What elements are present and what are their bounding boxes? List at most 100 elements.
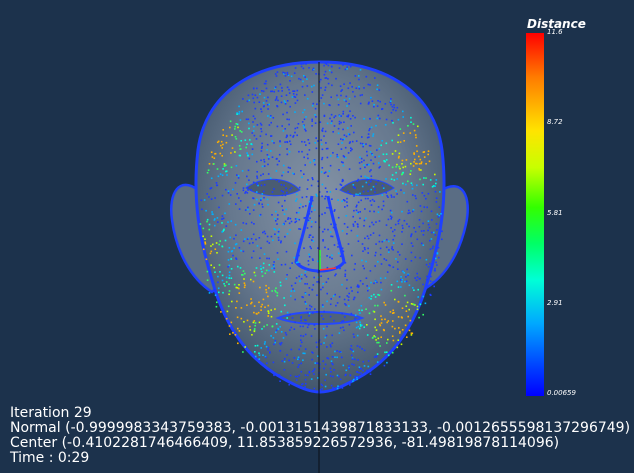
- distance-point: [315, 341, 318, 344]
- distance-point: [316, 281, 318, 283]
- distance-point: [342, 64, 344, 66]
- distance-point: [362, 250, 364, 252]
- distance-point: [262, 231, 264, 234]
- distance-point: [423, 206, 426, 208]
- distance-point: [390, 194, 393, 197]
- distance-point: [355, 209, 358, 212]
- distance-point: [210, 245, 212, 247]
- distance-point: [281, 194, 284, 197]
- distance-point: [230, 268, 233, 270]
- distance-point: [367, 237, 370, 240]
- distance-point: [359, 167, 362, 170]
- distance-point: [267, 115, 269, 117]
- distance-point: [276, 252, 279, 254]
- distance-point: [208, 292, 211, 294]
- distance-point: [392, 266, 395, 268]
- distance-point: [367, 247, 369, 250]
- distance-point: [317, 140, 319, 142]
- distance-point: [261, 275, 264, 277]
- distance-point: [277, 239, 280, 241]
- distance-point: [429, 179, 432, 181]
- distance-point: [297, 123, 300, 125]
- distance-point: [357, 201, 360, 204]
- distance-point: [435, 182, 437, 185]
- distance-point: [368, 296, 371, 299]
- distance-point: [326, 191, 328, 193]
- distance-point: [374, 296, 377, 298]
- distance-point: [372, 185, 375, 188]
- distance-point: [307, 324, 310, 326]
- distance-point: [366, 324, 368, 326]
- distance-point: [253, 329, 256, 332]
- distance-point: [405, 276, 407, 278]
- distance-point: [340, 148, 343, 150]
- distance-point: [352, 215, 354, 218]
- distance-point: [410, 162, 412, 165]
- distance-point: [286, 311, 289, 314]
- distance-point: [291, 262, 293, 264]
- distance-point: [274, 233, 276, 235]
- distance-point: [366, 235, 369, 237]
- distance-point: [281, 360, 284, 362]
- distance-point: [369, 117, 371, 120]
- distance-point: [224, 212, 226, 215]
- distance-point: [346, 226, 349, 228]
- distance-point: [206, 171, 209, 174]
- distance-point: [271, 90, 273, 93]
- distance-point: [333, 319, 335, 322]
- distance-point: [320, 139, 322, 141]
- distance-point: [359, 312, 361, 314]
- distance-point: [322, 318, 325, 320]
- distance-point: [227, 221, 229, 223]
- distance-point: [410, 235, 412, 238]
- distance-point: [263, 161, 266, 163]
- distance-point: [275, 179, 278, 181]
- distance-point: [367, 289, 369, 292]
- distance-point: [418, 219, 421, 221]
- distance-point: [377, 293, 379, 296]
- distance-point: [340, 161, 343, 163]
- distance-point: [368, 129, 370, 132]
- distance-point: [359, 94, 362, 97]
- distance-point: [361, 324, 363, 327]
- distance-point: [242, 270, 245, 272]
- distance-point: [311, 312, 314, 314]
- distance-point: [308, 67, 310, 69]
- distance-point: [391, 105, 394, 108]
- distance-point: [242, 187, 245, 189]
- distance-point: [329, 367, 332, 370]
- distance-point: [234, 182, 237, 184]
- distance-point: [409, 319, 412, 322]
- distance-point: [416, 308, 419, 311]
- distance-point: [385, 178, 387, 180]
- distance-point: [324, 336, 327, 339]
- distance-point: [311, 288, 313, 291]
- distance-point: [326, 292, 328, 295]
- distance-point: [238, 111, 241, 113]
- distance-point: [300, 319, 302, 322]
- distance-point: [311, 125, 313, 127]
- distance-point: [410, 121, 412, 123]
- distance-point: [287, 217, 290, 219]
- distance-point: [331, 334, 333, 337]
- distance-point: [294, 321, 296, 323]
- distance-point: [296, 134, 298, 137]
- distance-point: [238, 292, 241, 294]
- distance-point: [342, 128, 344, 131]
- distance-point: [423, 151, 426, 153]
- distance-point: [373, 335, 375, 337]
- distance-point: [326, 156, 329, 159]
- distance-point: [311, 177, 314, 179]
- distance-point: [397, 261, 399, 263]
- distance-point: [346, 204, 349, 207]
- distance-point: [240, 249, 242, 252]
- colorbar: [526, 33, 544, 396]
- distance-point: [232, 332, 234, 334]
- distance-point: [370, 96, 372, 99]
- distance-point: [360, 372, 362, 374]
- distance-point: [251, 132, 254, 134]
- distance-point: [208, 223, 211, 226]
- distance-point: [356, 345, 359, 347]
- distance-point: [351, 254, 353, 257]
